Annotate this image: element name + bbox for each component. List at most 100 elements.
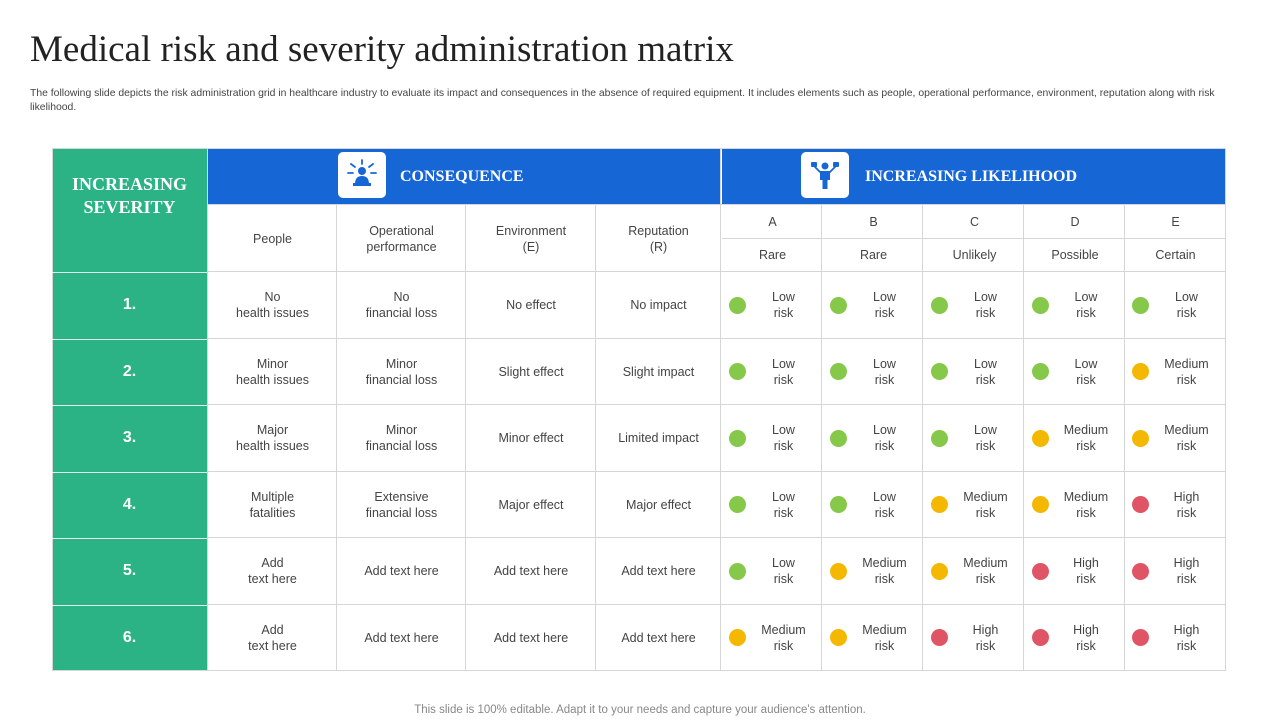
grid-line [465, 205, 466, 671]
grid-line [208, 604, 1226, 605]
risk-dot-low [830, 496, 847, 514]
risk-cell-low: Low risk [924, 405, 1025, 472]
cell-text: Limited impact [618, 430, 699, 446]
risk-dot-high [1132, 629, 1149, 647]
cell-text: Minor financial loss [366, 422, 438, 454]
severity-level: 5. [122, 562, 137, 580]
grid-line [722, 238, 1226, 239]
person-network-icon [338, 152, 386, 198]
risk-label: Low risk [1151, 289, 1222, 321]
risk-dot-low [931, 296, 948, 314]
text-line: financial loss [365, 372, 438, 387]
likelihood-label: Certain [1155, 248, 1196, 262]
risk-cell-high: High risk [1025, 605, 1125, 672]
risk-word-text: risk [1176, 572, 1197, 587]
likelihood-title: INCREASING LIKELIHOOD [865, 167, 1078, 185]
cell-text: Reputation (R) [628, 223, 688, 255]
cell-text: No effect [506, 297, 556, 313]
risk-word-text: risk [1076, 372, 1096, 387]
risk-cell-medium: Medium risk [1025, 405, 1125, 472]
risk-level-text: Medium [963, 556, 1008, 571]
severity-divider [52, 604, 207, 606]
risk-word-text: risk [975, 505, 996, 520]
risk-label: Medium risk [950, 489, 1021, 521]
risk-level-text: Low [1074, 356, 1098, 371]
risk-cell-low: Low risk [823, 405, 924, 472]
risk-label: Medium risk [1151, 422, 1222, 454]
risk-label: High risk [950, 622, 1021, 654]
severity-column [52, 148, 207, 671]
text-line: Add text here [621, 564, 696, 579]
risk-level-text: Medium [963, 489, 1008, 504]
cell-text: Major effect [626, 497, 691, 513]
risk-label: Medium risk [950, 555, 1021, 587]
risk-dot-medium [1032, 429, 1049, 447]
risk-level-text: Low [974, 356, 997, 371]
risk-matrix: INCREASING SEVERITY CONSEQUENCE [52, 148, 1226, 671]
risk-level-text: Low [873, 290, 896, 305]
risk-cell-low: Low risk [823, 472, 924, 539]
text-line: (R) [649, 239, 668, 254]
text-line: Multiple [250, 489, 295, 504]
risk-dot-low [931, 429, 948, 447]
consequence-cell: No financial loss [337, 272, 466, 339]
risk-dot-high [1032, 562, 1049, 580]
risk-cell-high: High risk [1125, 605, 1226, 672]
consequence-cell: Add text here [208, 538, 337, 605]
consequence-header [208, 148, 721, 205]
text-line: Major effect [498, 497, 564, 512]
grid-line [1124, 205, 1125, 671]
risk-dot-low [1032, 296, 1049, 314]
severity-header-line: SEVERITY [83, 197, 176, 217]
risk-label: High risk [1051, 555, 1121, 587]
grid-line [1023, 205, 1024, 671]
consequence-cell: Add text here [466, 538, 596, 605]
text-line: financial loss [365, 505, 438, 520]
cell-text: Slight impact [623, 364, 695, 380]
consequence-cell: Minor effect [466, 405, 596, 472]
grid-line [821, 205, 822, 671]
cell-text: Minor health issues [236, 356, 309, 388]
cell-text: Slight effect [498, 364, 563, 380]
text-line: text here [248, 638, 297, 653]
risk-cell-high: High risk [924, 605, 1025, 672]
risk-dot-low [729, 429, 746, 447]
consequence-column-header: People [208, 205, 337, 272]
likelihood-label: Unlikely [952, 248, 997, 262]
risk-label: Low risk [1051, 289, 1121, 321]
risk-level-text: Medium [1063, 489, 1109, 504]
risk-word-text: risk [975, 372, 996, 387]
consequence-cell: Major health issues [208, 405, 337, 472]
risk-cell-low: Low risk [924, 272, 1025, 339]
risk-dot-low [1032, 363, 1049, 381]
severity-level: 2. [122, 362, 137, 380]
cell-text: Add text here [621, 630, 695, 646]
risk-dot-medium [1132, 429, 1149, 447]
risk-dot-medium [729, 629, 746, 647]
grid-line [208, 338, 1226, 339]
consequence-cell: Multiple fatalities [208, 472, 337, 539]
risk-label: Low risk [849, 422, 920, 454]
likelihood-label: Possible [1051, 248, 1099, 262]
risk-level-text: Low [1074, 290, 1098, 305]
risk-word-text: risk [1076, 306, 1096, 321]
risk-level-text: Medium [761, 622, 806, 637]
cell-text: Add text here [248, 622, 297, 654]
consequence-column-header: Environment (E) [466, 205, 596, 272]
risk-word-text: risk [773, 638, 794, 653]
risk-level-text: Low [772, 423, 795, 438]
consequence-cell: Minor financial loss [337, 339, 466, 406]
cell-text: Add text here [364, 630, 438, 646]
risk-dot-low [830, 296, 847, 314]
cell-text: Minor effect [498, 430, 563, 446]
severity-level: 1. [122, 296, 137, 314]
risk-label: Low risk [849, 489, 920, 521]
risk-word-text: risk [1076, 439, 1096, 454]
risk-label: Medium risk [849, 622, 920, 654]
risk-level-text: Medium [862, 622, 907, 637]
consequence-cell: Major effect [596, 472, 721, 539]
risk-dot-high [1132, 562, 1149, 580]
text-line: No [393, 290, 410, 305]
cell-text: People [253, 231, 292, 247]
grid-line [207, 148, 208, 671]
